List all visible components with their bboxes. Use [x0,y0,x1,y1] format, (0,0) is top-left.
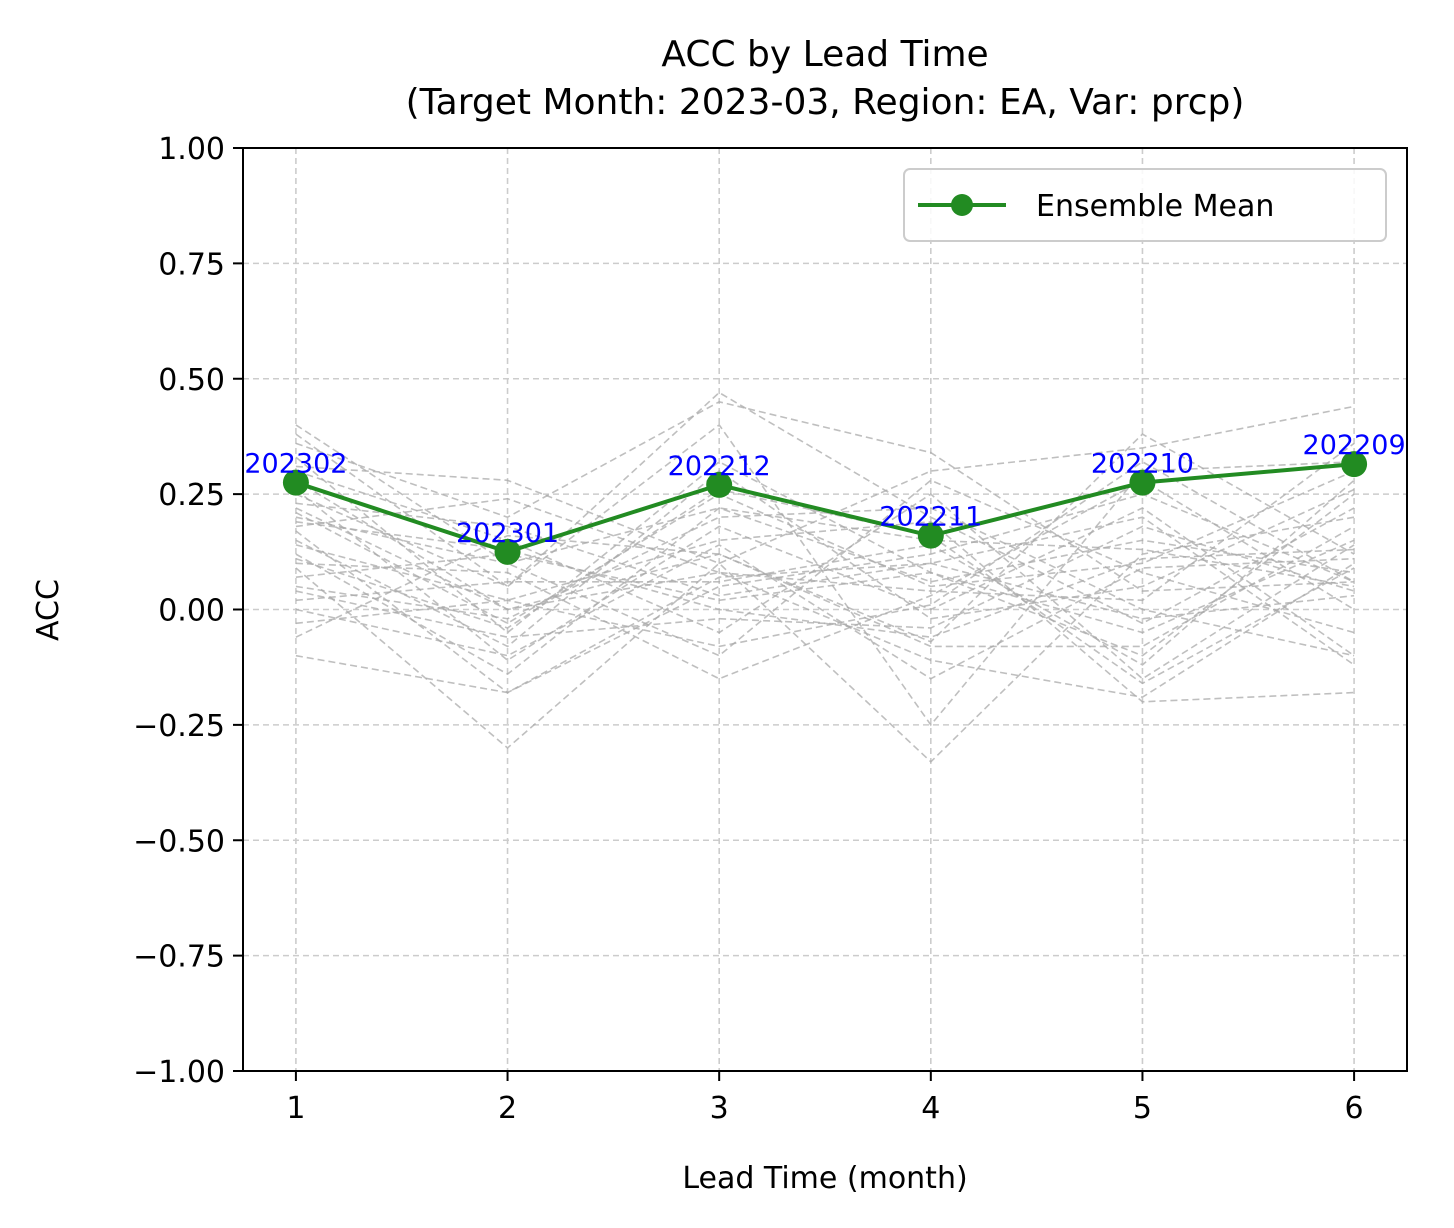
ensemble-mean-point-4 [917,522,944,549]
member-line-25 [295,460,1355,648]
y-tick-label-6: 0.25 [158,478,225,513]
member-line-18 [295,479,1355,680]
member-line-5 [295,405,1355,565]
point-label-5: 202210 [1091,449,1194,480]
x-tick-label-6: 6 [1345,1091,1364,1126]
y-axis-label: ACC [31,579,66,641]
point-label-6: 202209 [1303,430,1406,461]
member-line-13 [295,497,1355,699]
y-tick-label-7: 0.50 [158,363,225,398]
ensemble-mean-line [295,462,1355,554]
member-line-27 [295,516,1355,694]
member-line-19 [295,516,1355,763]
member-line-9 [295,423,1355,727]
member-line-26 [295,525,1355,648]
member-line-28 [295,442,1355,611]
member-line-17 [295,507,1355,676]
member-line-8 [295,488,1355,662]
member-line-15 [295,470,1355,648]
ensemble-mean-point-3 [706,471,733,498]
member-line-16 [295,520,1355,703]
y-tick-label-3: −0.50 [133,824,225,859]
member-line-20 [295,539,1355,634]
ensemble-mean-series [282,451,1368,565]
y-tick-label-4: −0.25 [133,709,225,744]
ensemble-mean-point-1 [282,469,309,496]
x-tick-label-1: 1 [286,1091,305,1126]
ensemble-mean-point-5 [1129,469,1156,496]
y-tick-label-9: 1.00 [158,132,225,167]
x-tick-label-2: 2 [498,1091,517,1126]
legend: Ensemble Mean [903,168,1387,242]
member-line-30 [295,488,1355,685]
point-label-1: 202302 [244,449,347,480]
point-label-4: 202211 [879,502,982,533]
member-line-10 [295,502,1355,620]
chart-title: ACC by Lead Time [661,34,988,75]
member-line-24 [295,543,1355,680]
point-labels: 202302 202301 202212 202211 202210 202209 [244,430,1405,549]
ensemble-mean-point-6 [1341,451,1368,478]
y-axis-ticks: −1.00 −0.75 −0.50 −0.25 0.00 0.25 0.50 0.75 1.00 [133,132,243,1090]
y-tick-label-2: −0.75 [133,940,225,975]
member-line-2 [295,391,1355,625]
point-label-2: 202301 [456,518,559,549]
y-tick-label-1: −1.00 [133,1055,225,1090]
member-line-6 [295,470,1355,680]
ensemble-mean-point-2 [494,538,521,565]
y-tick-label-8: 0.75 [158,247,225,282]
member-line-29 [295,521,1355,639]
x-tick-label-3: 3 [710,1091,729,1126]
point-label-3: 202212 [668,451,771,482]
x-tick-label-4: 4 [921,1091,940,1126]
x-tick-label-5: 5 [1133,1091,1152,1126]
legend-box [903,168,1387,242]
x-axis-ticks: 1 2 3 4 5 6 [286,1071,1364,1126]
legend-label: Ensemble Mean [1036,189,1274,224]
member-line-23 [295,479,1355,666]
chart-subtitle: (Target Month: 2023-03, Region: EA, Var:… [406,82,1245,123]
member-line-12 [295,479,1355,657]
x-axis-label: Lead Time (month) [682,1161,967,1196]
member-line-3 [295,400,1355,592]
legend-dot-marker [951,194,973,216]
ensemble-member-lines [295,391,1355,763]
y-tick-label-5: 0.00 [158,594,225,629]
